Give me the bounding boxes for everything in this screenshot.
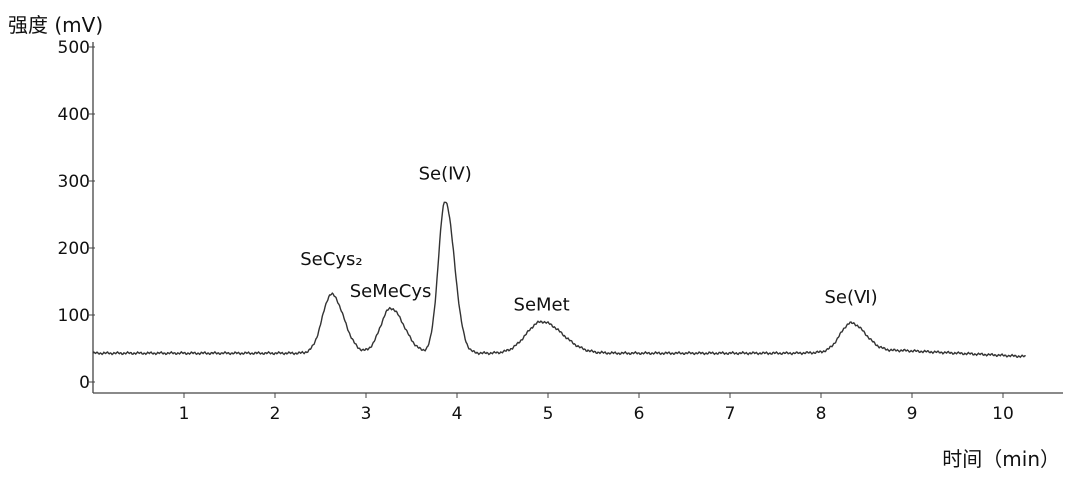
x-tick-label: 5 xyxy=(543,404,554,424)
x-tick-label: 2 xyxy=(270,404,281,424)
y-tick-label: 500 xyxy=(58,38,90,58)
peak-label: SeMeCys xyxy=(350,281,432,302)
peak-label: Se(Ⅵ) xyxy=(824,287,877,308)
y-axis-title: 强度 (mV) xyxy=(8,13,103,37)
x-tick-label: 7 xyxy=(725,404,736,424)
x-tick-label: 3 xyxy=(361,404,372,424)
peak-label: SeMet xyxy=(514,294,570,315)
y-tick-label: 0 xyxy=(79,373,90,393)
x-axis-title: 时间（min） xyxy=(942,447,1060,471)
x-tick-label: 9 xyxy=(907,404,918,424)
y-tick-label: 100 xyxy=(58,306,90,326)
peak-label: SeCys₂ xyxy=(300,249,362,270)
x-tick-label: 10 xyxy=(992,404,1014,424)
y-tick-label: 300 xyxy=(58,172,90,192)
y-tick-label: 200 xyxy=(58,239,90,259)
peak-label: Se(Ⅳ) xyxy=(419,164,472,185)
x-tick-label: 1 xyxy=(179,404,190,424)
x-tick-label: 6 xyxy=(634,404,645,424)
chromatogram-trace xyxy=(92,201,1026,359)
x-tick-label: 4 xyxy=(452,404,463,424)
y-tick-label: 400 xyxy=(58,105,90,125)
x-tick-label: 8 xyxy=(816,404,827,424)
